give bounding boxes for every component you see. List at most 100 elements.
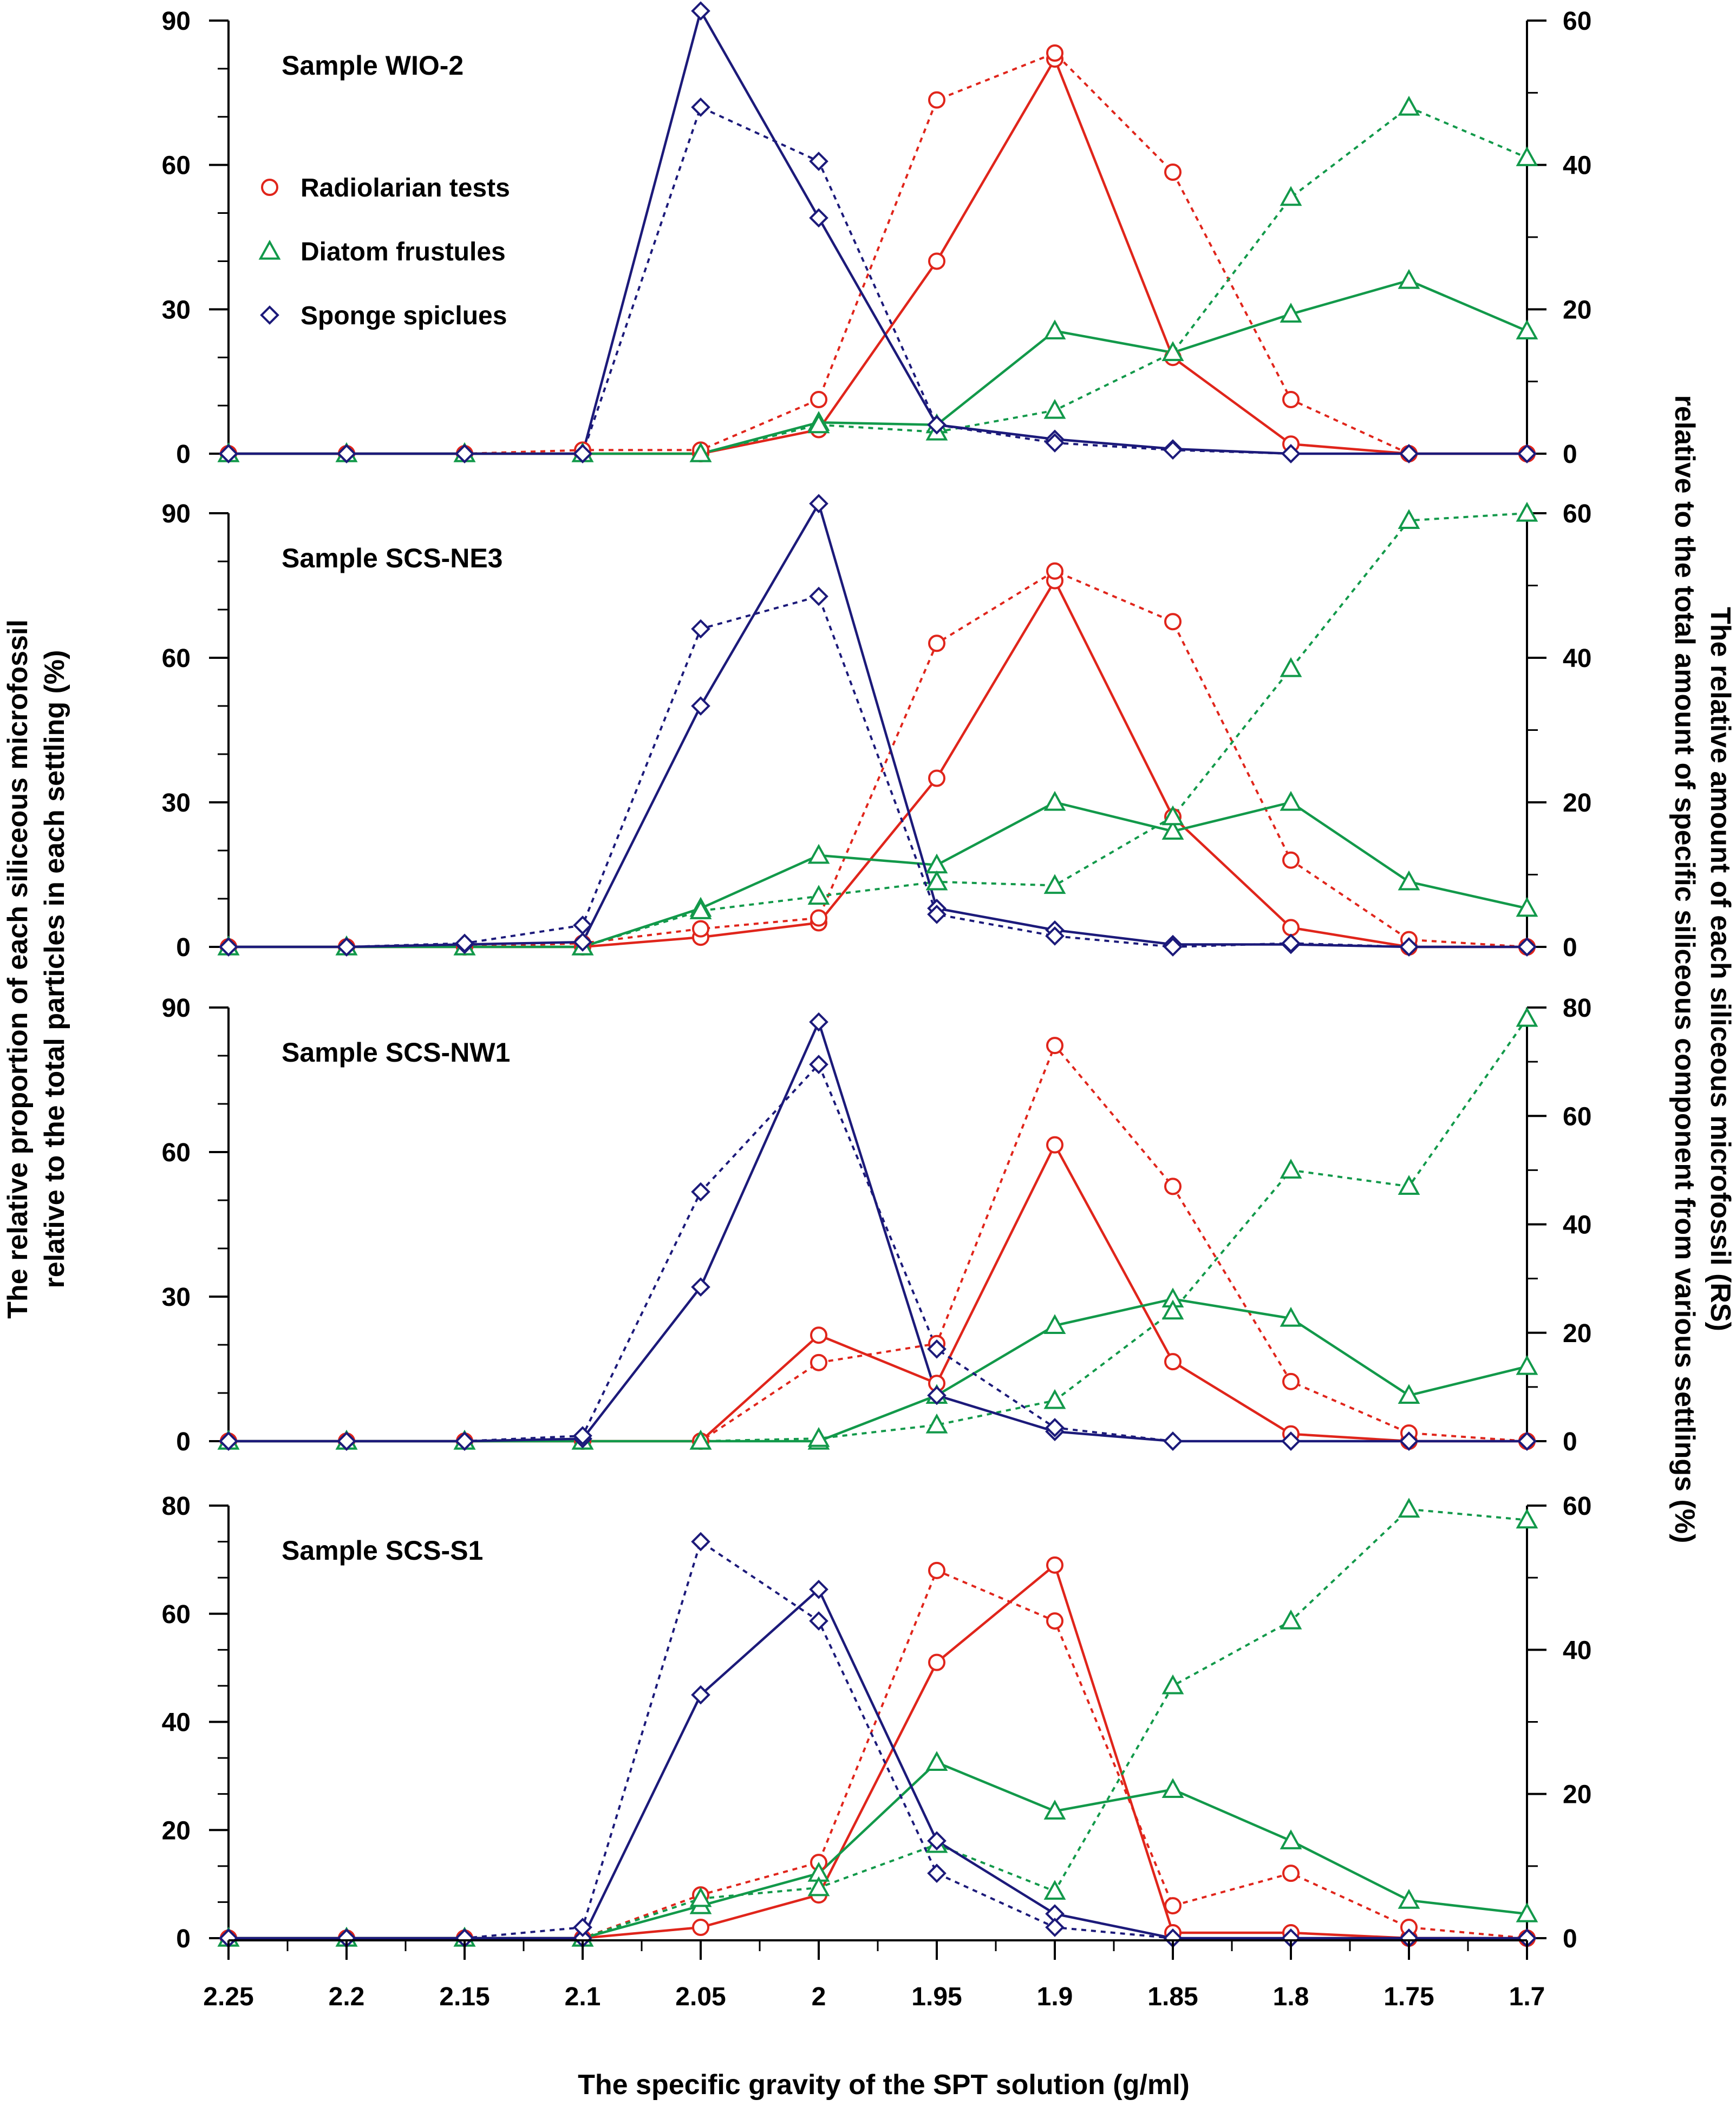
diatom-marker — [1516, 146, 1538, 166]
panel-title: Sample SCS-NE3 — [282, 543, 502, 573]
diatom-marker — [689, 1429, 712, 1450]
diatom-solid-line — [229, 1298, 1528, 1443]
panel-2: 0 30 60 90 0 20 40 60 Sample SCS-NE3 — [162, 494, 1591, 962]
legend: Radiolarian tests Diatom frustules Sponge … — [258, 174, 510, 330]
radiolarian-marker — [928, 1561, 945, 1579]
right-tick-label: 0 — [1563, 1925, 1577, 1953]
sponge-marker — [1163, 440, 1183, 460]
diatom-marker — [807, 885, 830, 905]
diatom-marker — [689, 1887, 712, 1907]
left-tick-label: 60 — [162, 1139, 191, 1167]
sponge-marker — [219, 444, 238, 463]
left-tick-label: 30 — [162, 1283, 191, 1312]
left-tick-label: 60 — [162, 644, 191, 673]
radiolarian-marker — [1282, 391, 1300, 408]
x-tick-label: 2.1 — [565, 1983, 601, 2011]
sponge-solid-line — [229, 1587, 1527, 1940]
sponge-marker — [691, 1277, 710, 1297]
sponge-marker — [809, 1611, 828, 1631]
diatom-marker — [1398, 95, 1420, 116]
diatom-marker — [1161, 1299, 1184, 1320]
diatom-marker — [1516, 319, 1538, 339]
sponge-marker — [1163, 1431, 1183, 1451]
radiolarian-marker — [1282, 919, 1300, 937]
right-tick-label: 0 — [1563, 933, 1577, 962]
sponge-marker — [1045, 433, 1065, 453]
y-axis-title-left-line2: relative to the total particles in each … — [39, 650, 70, 1289]
radiolarian-marker — [1046, 562, 1063, 580]
x-tick-label: 2.2 — [329, 1983, 365, 2011]
diatom-dotted-line — [229, 1508, 1528, 1939]
radiolarian-marker — [692, 920, 709, 938]
x-tick-label: 1.9 — [1037, 1983, 1073, 2011]
left-tick-label: 90 — [162, 7, 191, 36]
panel-title: Sample SCS-NW1 — [282, 1037, 510, 1068]
diatom-solid-line — [229, 801, 1528, 949]
left-tick-label: 30 — [162, 789, 191, 817]
left-tick-label: 60 — [162, 1600, 191, 1629]
radiolarian-marker — [810, 1326, 827, 1344]
sponge-marker — [219, 937, 238, 957]
radiolarian-solid-line — [229, 1142, 1527, 1443]
diatom-marker — [1280, 790, 1302, 811]
left-tick-label: 0 — [176, 1428, 191, 1456]
radiolarian-marker — [1282, 851, 1300, 869]
y-axis-title-right-line2: relative to the total amount of specific… — [1669, 395, 1700, 1543]
sponge-marker — [573, 932, 592, 952]
sponge-marker — [219, 1431, 238, 1451]
legend-radiolarian-marker — [261, 179, 278, 196]
panel-3: 0 30 60 90 0 20 40 60 80 Sample SCS-NW1 — [162, 994, 1592, 1456]
right-tick-label: 20 — [1563, 296, 1591, 324]
diatom-marker — [1398, 269, 1420, 289]
diatom-marker — [1161, 820, 1184, 840]
diatom-marker — [1516, 501, 1538, 522]
sponge-marker — [573, 444, 592, 463]
right-tick-label: 60 — [1563, 7, 1591, 36]
panel-1: 0 30 60 90 0 20 40 60 Sample WIO-2 Radiolarian te… — [162, 1, 1591, 469]
x-tick-label: 1.7 — [1509, 1983, 1545, 2011]
right-tick-label: 40 — [1563, 1636, 1591, 1665]
right-tick-label: 0 — [1563, 1428, 1577, 1456]
legend-radiolarian-label: Radiolarian tests — [301, 174, 510, 202]
sponge-marker — [573, 915, 592, 935]
sponge-marker — [337, 937, 356, 957]
diatom-dotted-line — [229, 1017, 1528, 1442]
radiolarian-marker — [1282, 1865, 1300, 1882]
sponge-marker — [1045, 926, 1065, 946]
radiolarian-dotted-line — [229, 1569, 1528, 1939]
sponge-marker — [927, 1863, 947, 1883]
series-markers — [217, 1, 1538, 463]
diatom-marker — [925, 1413, 948, 1434]
legend-diatom-label: Diatom frustules — [301, 238, 506, 266]
sponge-marker — [691, 1532, 710, 1552]
diatom-marker — [1280, 1829, 1302, 1849]
radiolarian-marker — [1164, 1178, 1182, 1195]
series-lines — [229, 8, 1528, 455]
radiolarian-marker — [1046, 1037, 1063, 1055]
x-tick-label: 2.05 — [675, 1983, 726, 2011]
diatom-marker — [1280, 303, 1302, 323]
radiolarian-marker — [810, 909, 827, 927]
x-tick-label: 1.95 — [911, 1983, 962, 2011]
diatom-marker — [689, 899, 712, 919]
right-tick-label: 20 — [1563, 1781, 1591, 1809]
right-tick-label: 60 — [1563, 1492, 1591, 1521]
diatom-marker — [807, 413, 830, 434]
sponge-marker — [927, 415, 947, 435]
sponge-marker — [691, 696, 710, 716]
diatom-dotted-line — [229, 512, 1528, 948]
left-tick-label: 90 — [162, 994, 191, 1023]
radiolarian-marker — [1164, 1897, 1182, 1915]
diatom-marker — [1043, 790, 1066, 811]
radiolarian-marker — [1046, 1136, 1063, 1154]
sponge-marker — [1399, 444, 1419, 463]
diatom-marker — [807, 1427, 830, 1447]
radiolarian-marker — [1164, 1353, 1182, 1371]
panel-4: 0 20 40 60 80 0 20 40 60 Sample SCS-S1 — [162, 1492, 1592, 1953]
diatom-marker — [1161, 1778, 1184, 1798]
diatom-marker — [807, 843, 830, 864]
sponge-marker — [1045, 1418, 1065, 1437]
diatom-marker — [1161, 1674, 1184, 1695]
sponge-marker — [1281, 933, 1301, 953]
diatom-marker — [1516, 1355, 1538, 1375]
